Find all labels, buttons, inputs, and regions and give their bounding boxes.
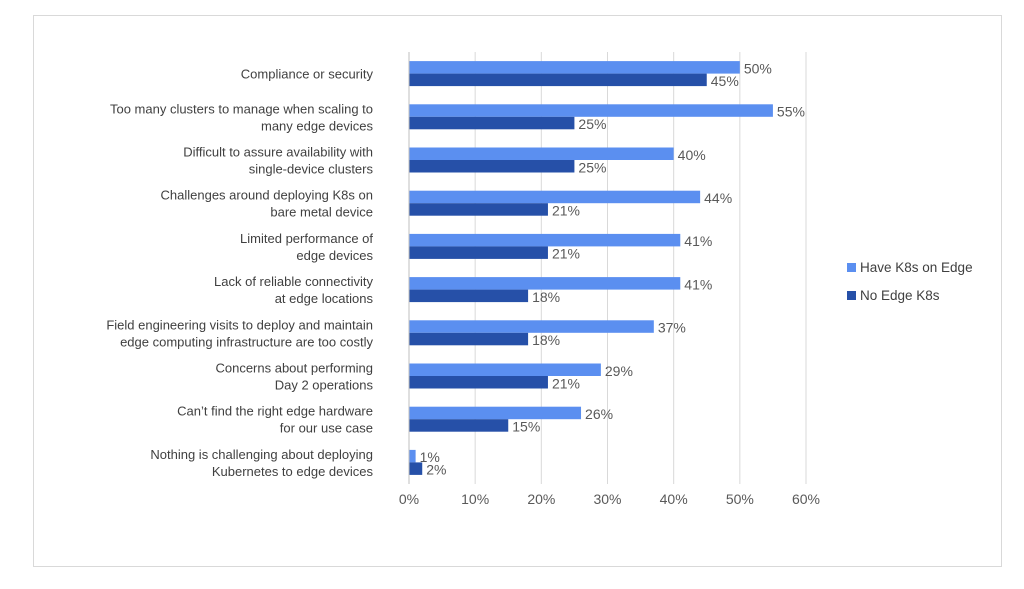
bar-no-edge-k8s [409, 289, 529, 303]
bar-have-k8s [409, 190, 701, 204]
bar-no-edge-k8s [409, 376, 548, 389]
bar-have-k8s [409, 147, 674, 160]
bar-have-k8s [409, 406, 582, 420]
bar-have-k8s [409, 277, 681, 290]
bar-have-k8s [409, 104, 773, 117]
x-tick-label: 50% [726, 491, 754, 507]
category-label: Difficult to assure availability with [183, 145, 373, 160]
x-tick-label: 0% [399, 491, 419, 507]
category-label: Limited performance of [240, 231, 373, 246]
bar-no-edge-k8s [409, 116, 575, 130]
category-label: Nothing is challenging about deploying [150, 447, 373, 462]
category-label: at edge locations [275, 291, 374, 306]
legend-swatch [847, 291, 856, 300]
category-label: bare metal device [270, 205, 373, 220]
bar-no-edge-k8s [409, 462, 423, 475]
bar-no-edge-k8s [409, 246, 548, 259]
legend-label: No Edge K8s [860, 288, 940, 303]
x-tick-label: 10% [461, 491, 489, 507]
data-label: 25% [578, 116, 606, 132]
data-label: 55% [777, 104, 805, 120]
data-label: 45% [711, 73, 739, 89]
bar-no-edge-k8s [409, 203, 548, 216]
category-label: for our use case [280, 421, 373, 436]
bar-have-k8s [409, 61, 740, 74]
category-label: Too many clusters to manage when scaling… [110, 101, 373, 116]
bar-no-edge-k8s [409, 160, 575, 173]
data-label: 21% [552, 375, 580, 391]
category-label: Field engineering visits to deploy and m… [106, 317, 373, 332]
data-label: 50% [744, 60, 772, 76]
category-label: Challenges around deploying K8s on [161, 188, 374, 203]
data-label: 18% [532, 289, 560, 305]
bar-no-edge-k8s [409, 332, 529, 346]
data-label: 18% [532, 332, 560, 348]
x-tick-label: 60% [792, 491, 820, 507]
legend-label: Have K8s on Edge [860, 260, 973, 275]
x-tick-label: 30% [593, 491, 621, 507]
category-label: Concerns about performing [215, 361, 373, 376]
data-label: 40% [678, 147, 706, 163]
category-label: single-device clusters [249, 162, 374, 177]
x-tick-label: 40% [660, 491, 688, 507]
category-label: Day 2 operations [275, 378, 374, 393]
data-label: 26% [585, 406, 613, 422]
data-label: 29% [605, 363, 633, 379]
data-label: 41% [684, 233, 712, 249]
bar-no-edge-k8s [409, 73, 707, 87]
data-label: 21% [552, 246, 580, 262]
data-label: 44% [704, 190, 732, 206]
category-label: edge devices [296, 248, 373, 263]
data-label: 1% [420, 449, 440, 465]
bar-have-k8s [409, 363, 601, 376]
data-label: 21% [552, 202, 580, 218]
legend-swatch [847, 263, 856, 272]
bar-have-k8s [409, 233, 681, 247]
category-label: Compliance or security [241, 67, 374, 82]
data-label: 41% [684, 276, 712, 292]
data-label: 15% [512, 418, 540, 434]
data-label: 25% [578, 159, 606, 175]
category-label: many edge devices [261, 118, 374, 133]
bar-have-k8s [409, 320, 654, 333]
category-label: Can’t find the right edge hardware [177, 404, 373, 419]
data-label: 37% [658, 320, 686, 336]
category-label: Kubernetes to edge devices [212, 464, 374, 479]
data-label: 2% [426, 462, 446, 478]
category-label: Lack of reliable connectivity [214, 274, 373, 289]
bar-no-edge-k8s [409, 419, 509, 432]
bar-have-k8s [409, 449, 416, 463]
category-label: edge computing infrastructure are too co… [120, 334, 373, 349]
x-tick-label: 20% [527, 491, 555, 507]
